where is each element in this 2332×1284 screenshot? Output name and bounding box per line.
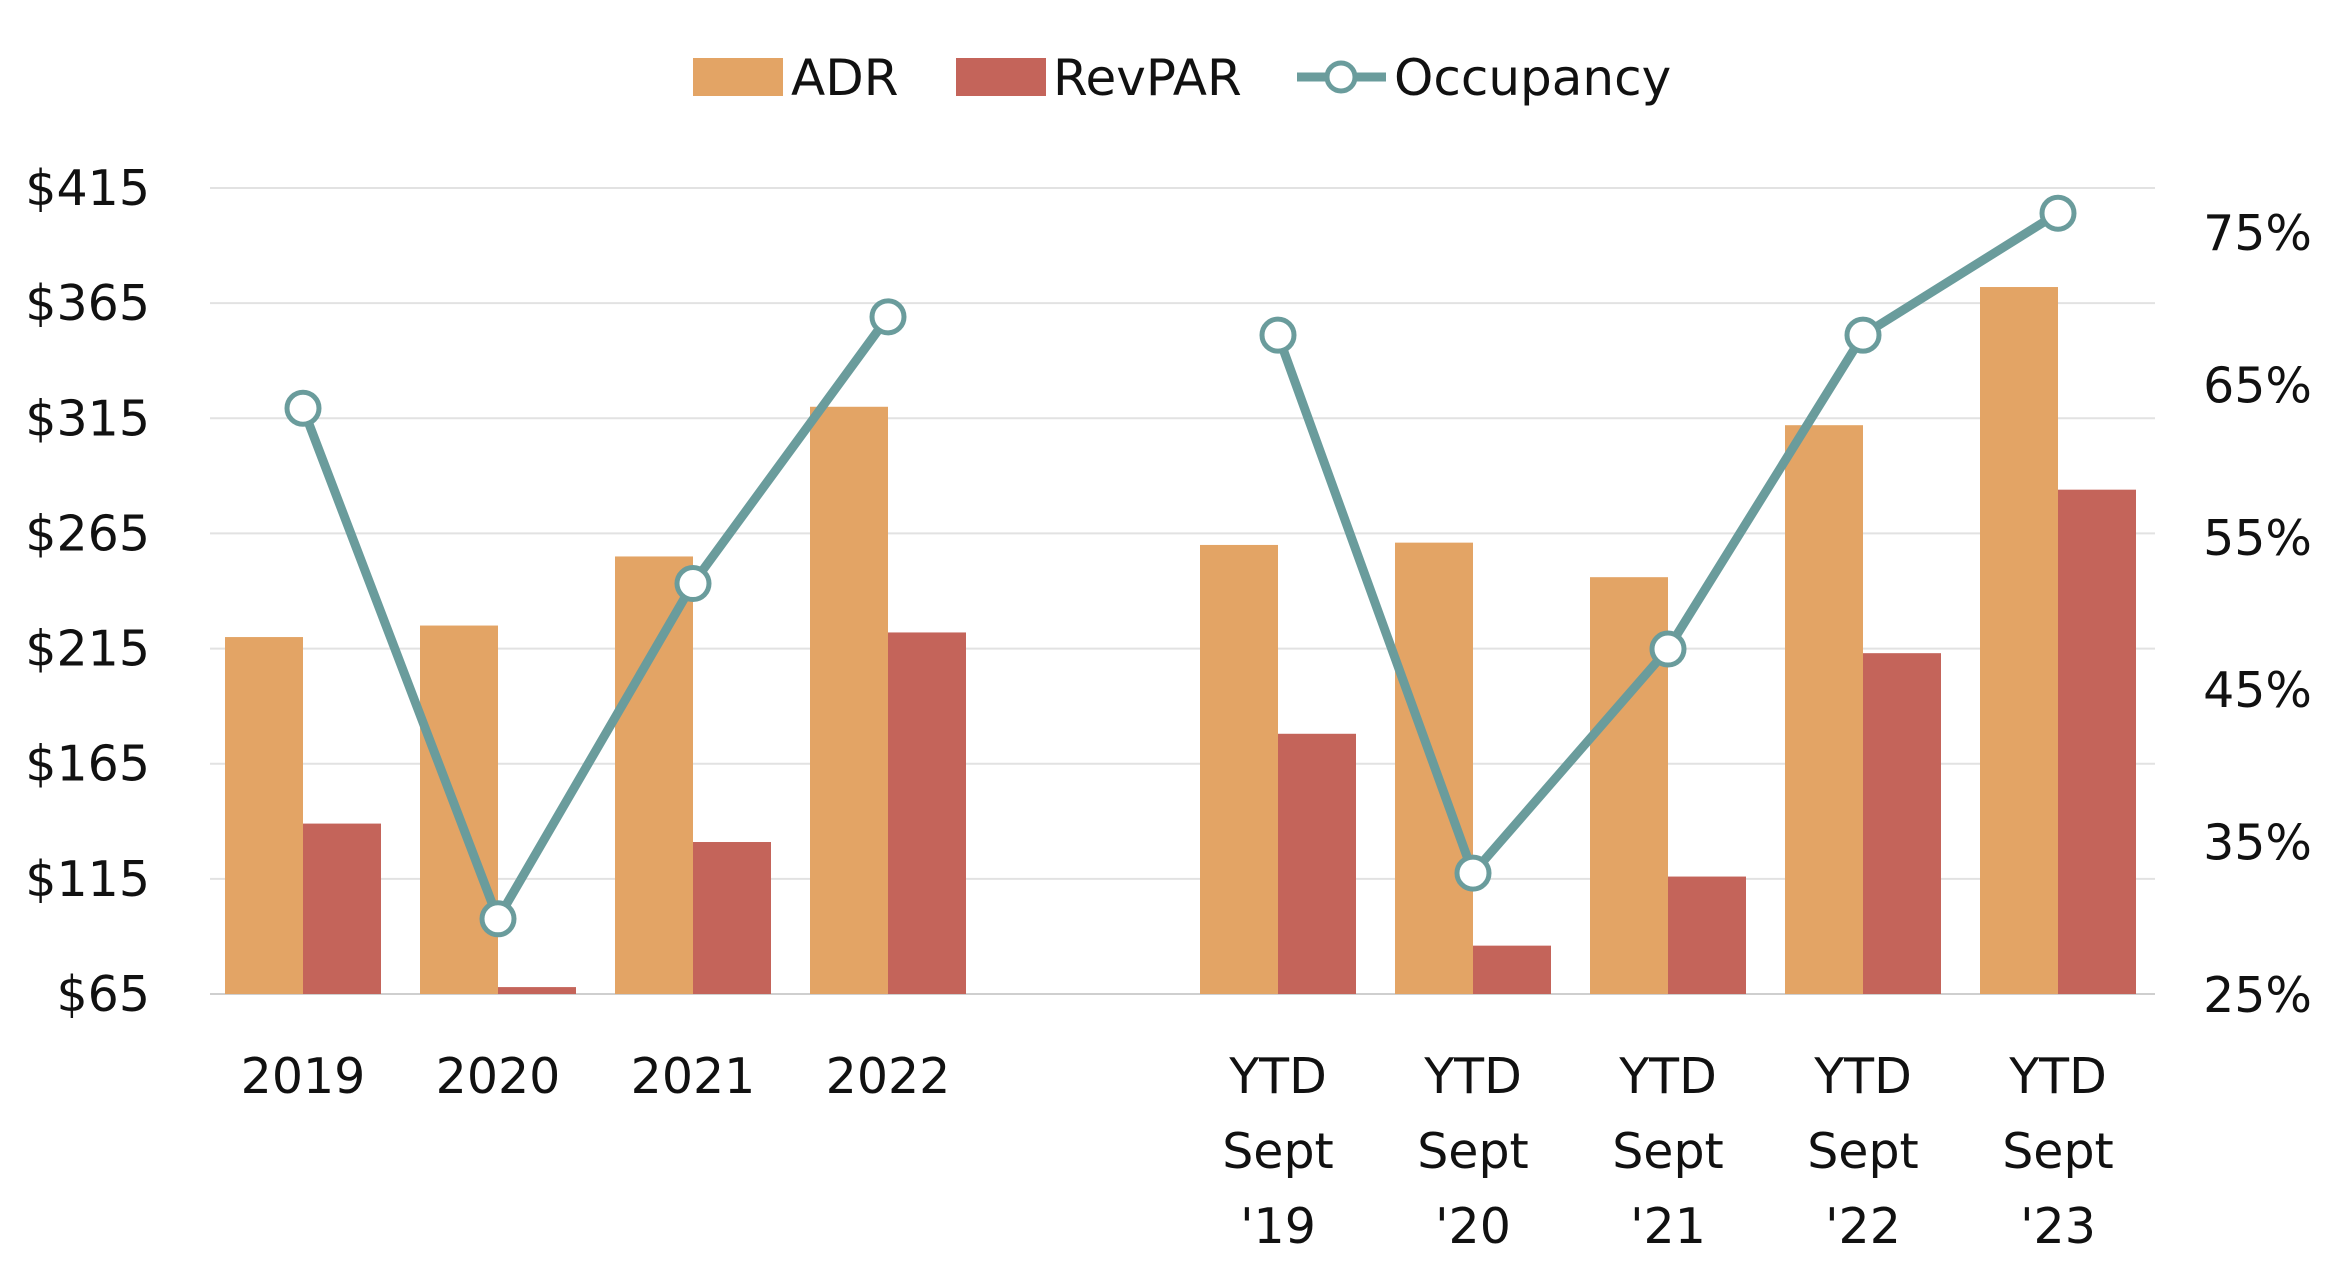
- right-tick-label: 45%: [2203, 662, 2312, 719]
- right-tick-label: 25%: [2203, 967, 2312, 1024]
- revpar-bar: [888, 632, 966, 994]
- category-label: 2022: [826, 1048, 951, 1105]
- left-tick-label: $215: [25, 621, 150, 678]
- category-label: YTD: [2008, 1048, 2107, 1105]
- occupancy-point: [1649, 630, 1687, 668]
- category-label: YTD: [1618, 1048, 1717, 1105]
- revpar-bar: [1473, 945, 1551, 994]
- category-label: 2020: [436, 1048, 561, 1105]
- occupancy-point: [284, 389, 322, 427]
- right-tick-label: 35%: [2203, 815, 2312, 872]
- category-label: YTD: [1813, 1048, 1912, 1105]
- left-axis: $415 $365 $315 $265 $215 $165 $115 $65: [25, 160, 150, 1023]
- left-tick-label: $365: [25, 275, 150, 332]
- right-tick-label: 65%: [2203, 357, 2312, 414]
- right-tick-label: 75%: [2203, 205, 2312, 262]
- left-tick-label: $315: [25, 390, 150, 447]
- occupancy-point: [1454, 854, 1492, 892]
- occupancy-point: [1259, 316, 1297, 354]
- category-labels: 2019 2020 2021 2022 YTD Sept '19 YTD Sept '20 YTD S…: [241, 1048, 2114, 1255]
- occupancy-point: [2039, 194, 2077, 232]
- bars: [225, 287, 2136, 995]
- category-label: Sept: [2002, 1123, 2114, 1180]
- left-tick-label: $415: [25, 160, 150, 217]
- revpar-bar: [498, 987, 576, 994]
- revpar-bar: [2058, 489, 2136, 994]
- left-tick-label: $65: [56, 966, 150, 1023]
- legend-swatch-revpar: [956, 58, 1046, 96]
- category-label: YTD: [1423, 1048, 1522, 1105]
- adr-bar: [1785, 425, 1863, 994]
- category-label: Sept: [1807, 1123, 1919, 1180]
- left-tick-label: $265: [25, 505, 150, 562]
- legend-label-revpar: RevPAR: [1053, 49, 1242, 107]
- gridlines: [210, 187, 2155, 995]
- occupancy-point: [1844, 316, 1882, 354]
- occupancy-series-line: [298, 314, 892, 924]
- occupancy-point: [674, 565, 712, 603]
- legend-label-adr: ADR: [791, 49, 898, 107]
- category-label: 2021: [631, 1048, 756, 1105]
- occupancy-line: [284, 194, 2077, 938]
- revpar-bar: [1863, 653, 1941, 994]
- category-label: '21: [1630, 1198, 1706, 1255]
- right-axis: 75% 65% 55% 45% 35% 25%: [2203, 205, 2312, 1024]
- adr-bar: [810, 406, 888, 994]
- category-label: '20: [1435, 1198, 1511, 1255]
- legend-swatch-adr: [693, 58, 783, 96]
- category-label: '22: [1825, 1198, 1901, 1255]
- adr-bar: [615, 556, 693, 994]
- category-label: '19: [1240, 1198, 1316, 1255]
- occupancy-point: [869, 298, 907, 336]
- left-tick-label: $115: [25, 851, 150, 908]
- category-label: Sept: [1222, 1123, 1334, 1180]
- legend: ADR RevPAR Occupancy: [693, 49, 1671, 107]
- revpar-bar: [1278, 733, 1356, 994]
- revpar-bar: [1668, 876, 1746, 994]
- revpar-bar: [303, 823, 381, 994]
- category-label: Sept: [1417, 1123, 1529, 1180]
- legend-marker-occupancy: [1324, 60, 1358, 94]
- occupancy-point: [479, 900, 517, 938]
- category-label: 2019: [241, 1048, 366, 1105]
- revpar-bar: [693, 842, 771, 994]
- adr-bar: [1200, 544, 1278, 994]
- category-label: YTD: [1228, 1048, 1327, 1105]
- adr-bar: [225, 637, 303, 994]
- left-tick-label: $165: [25, 736, 150, 793]
- legend-label-occupancy: Occupancy: [1394, 49, 1671, 107]
- category-label: '23: [2020, 1198, 2096, 1255]
- right-tick-label: 55%: [2203, 510, 2312, 567]
- adr-bar: [1980, 287, 2058, 995]
- category-label: Sept: [1612, 1123, 1724, 1180]
